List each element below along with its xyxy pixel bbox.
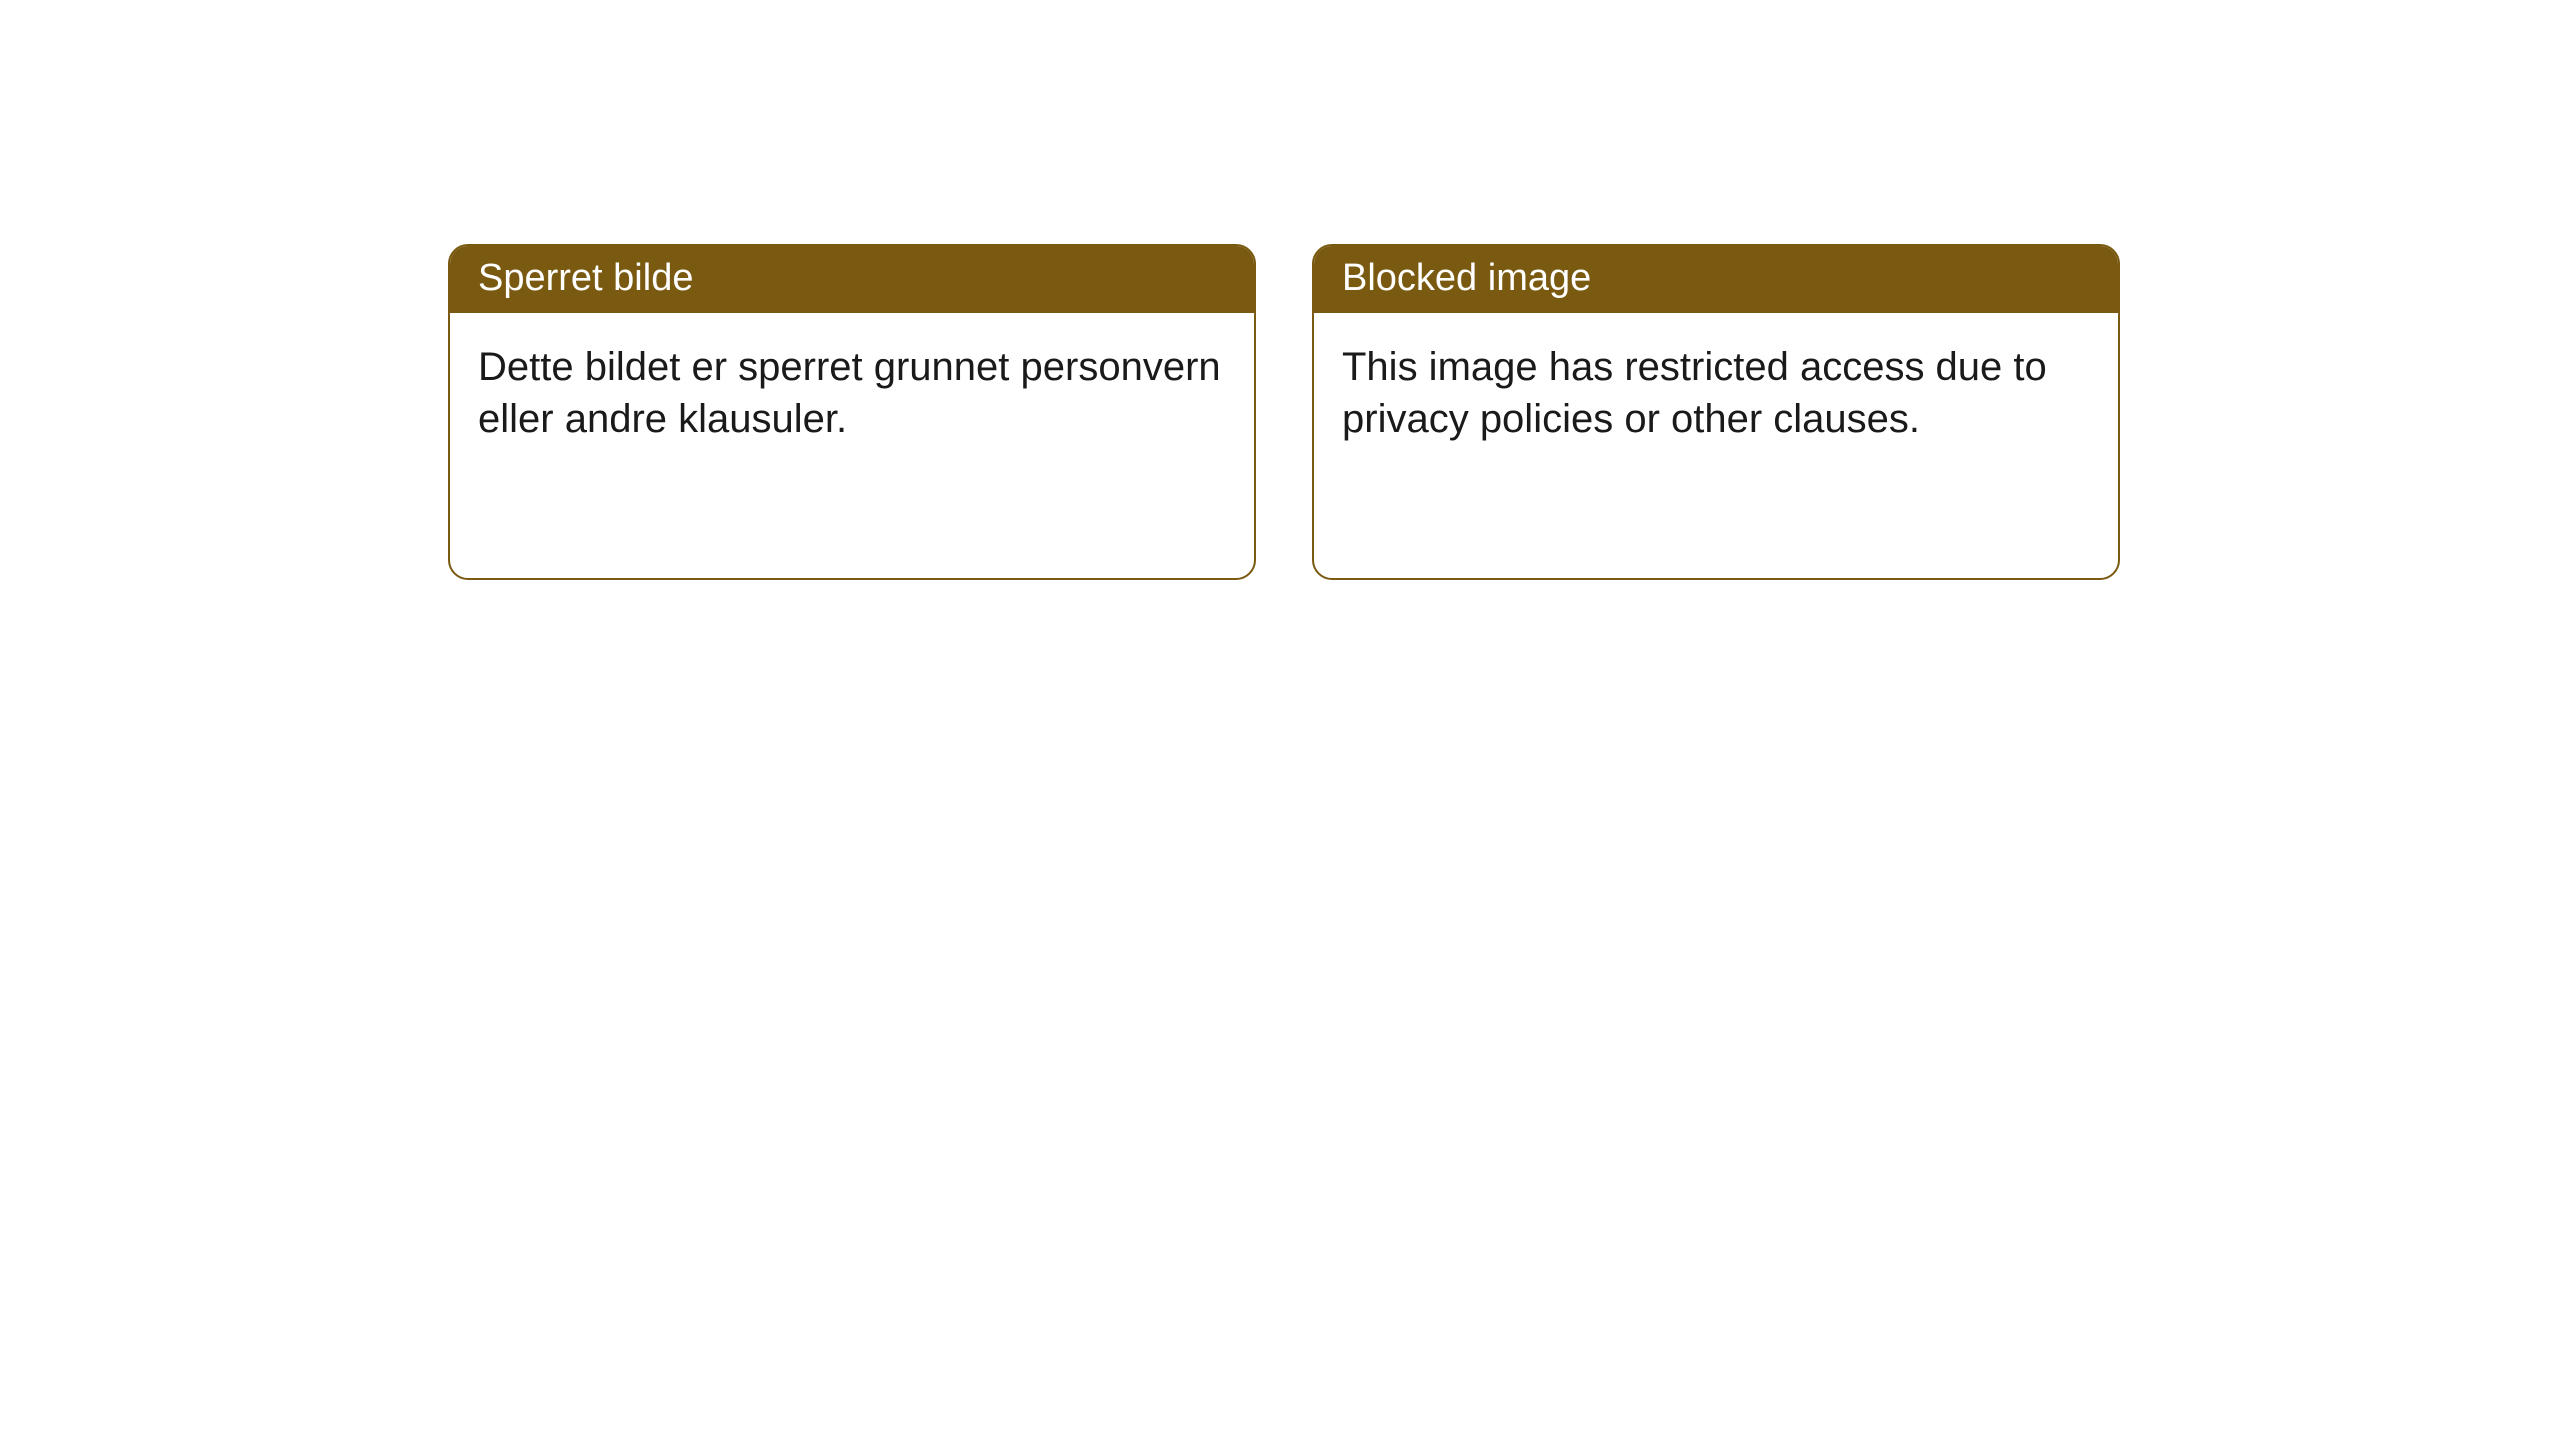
notice-header-english: Blocked image	[1314, 246, 2118, 313]
notice-body-norwegian: Dette bildet er sperret grunnet personve…	[450, 313, 1254, 473]
notice-container: Sperret bilde Dette bildet er sperret gr…	[448, 244, 2120, 580]
notice-body-english: This image has restricted access due to …	[1314, 313, 2118, 473]
notice-header-norwegian: Sperret bilde	[450, 246, 1254, 313]
notice-box-english: Blocked image This image has restricted …	[1312, 244, 2120, 580]
notice-box-norwegian: Sperret bilde Dette bildet er sperret gr…	[448, 244, 1256, 580]
